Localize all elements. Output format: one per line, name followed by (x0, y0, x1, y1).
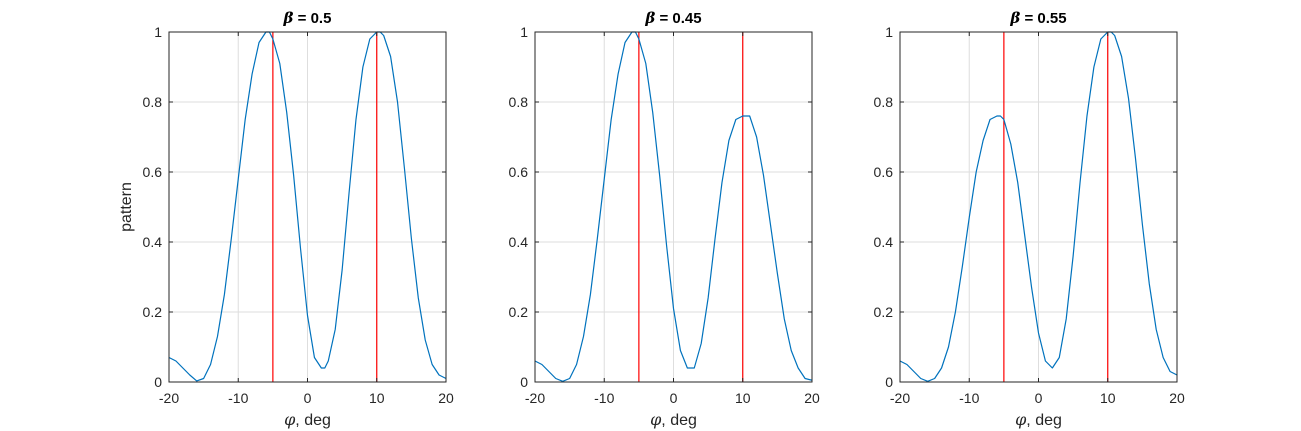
x-tick-label: 0 (304, 390, 312, 406)
x-axis-label: φ, deg (1015, 410, 1062, 429)
y-tick-label: 0.8 (509, 94, 529, 110)
y-tick-label: 0.4 (509, 234, 529, 250)
x-tick-label: -20 (890, 390, 910, 406)
pattern-curve (168, 31, 447, 382)
y-tick-label: 0.6 (143, 164, 163, 180)
chart-title: β = 0.5 (283, 9, 332, 27)
x-tick-label: -10 (959, 390, 979, 406)
y-axis-label: pattern (118, 182, 135, 232)
x-label-unit: , deg (295, 412, 331, 429)
title-value: = 0.45 (655, 10, 701, 27)
chart-panel-2: -20 -10 0 10 20 0 0.2 0.4 0.6 0.8 1 β = 0.45 φ, deg (509, 9, 820, 429)
x-tick-label: -20 (525, 390, 545, 406)
title-beta-symbol: β (283, 9, 294, 27)
x-tick-label: 10 (369, 390, 385, 406)
pattern-curve (899, 31, 1178, 382)
x-tick-label: -10 (228, 390, 248, 406)
y-tick-label: 1 (154, 24, 162, 40)
y-tick-label: 0.6 (509, 164, 529, 180)
x-label-unit: , deg (661, 412, 697, 429)
y-tick-label: 0 (154, 374, 162, 390)
x-tick-label: 10 (735, 390, 751, 406)
x-label-phi-symbol: φ (1015, 410, 1027, 429)
pattern-curve (534, 31, 813, 382)
y-tick-label: 0.2 (509, 304, 529, 320)
x-tick-label: 20 (804, 390, 820, 406)
y-tick-label: 1 (885, 24, 893, 40)
y-tick-label: 0 (520, 374, 528, 390)
x-tick-label: 20 (1169, 390, 1185, 406)
title-value: = 0.55 (1020, 10, 1066, 27)
x-tick-label: 0 (1035, 390, 1043, 406)
x-tick-label: 0 (670, 390, 678, 406)
x-tick-label: 20 (438, 390, 454, 406)
x-label-unit: , deg (1026, 412, 1062, 429)
y-tick-label: 0.2 (874, 304, 894, 320)
x-label-phi-symbol: φ (650, 410, 662, 429)
x-tick-label: -20 (159, 390, 179, 406)
y-tick-label: 0.8 (143, 94, 163, 110)
x-tick-label: -10 (594, 390, 614, 406)
y-tick-label: 0.6 (874, 164, 894, 180)
y-tick-label: 0 (885, 374, 893, 390)
title-beta-symbol: β (1009, 9, 1020, 27)
chart-panel-3: -20 -10 0 10 20 0 0.2 0.4 0.6 0.8 1 β = 0.55 φ, deg (874, 9, 1185, 429)
y-tick-label: 0.2 (143, 304, 163, 320)
chart-title: β = 0.55 (1009, 9, 1066, 27)
x-tick-label: 10 (1100, 390, 1116, 406)
x-axis-label: φ, deg (284, 410, 331, 429)
chart-panel-1: -20 -10 0 10 20 0 0.2 0.4 0.6 0.8 1 β = 0.5 φ, deg pa… (118, 9, 454, 429)
x-label-phi-symbol: φ (284, 410, 296, 429)
y-tick-label: 1 (520, 24, 528, 40)
x-axis-label: φ, deg (650, 410, 697, 429)
y-tick-label: 0.4 (874, 234, 894, 250)
y-tick-label: 0.4 (143, 234, 163, 250)
chart-title: β = 0.45 (644, 9, 701, 27)
y-tick-label: 0.8 (874, 94, 894, 110)
title-beta-symbol: β (644, 9, 655, 27)
title-value: = 0.5 (294, 10, 332, 27)
